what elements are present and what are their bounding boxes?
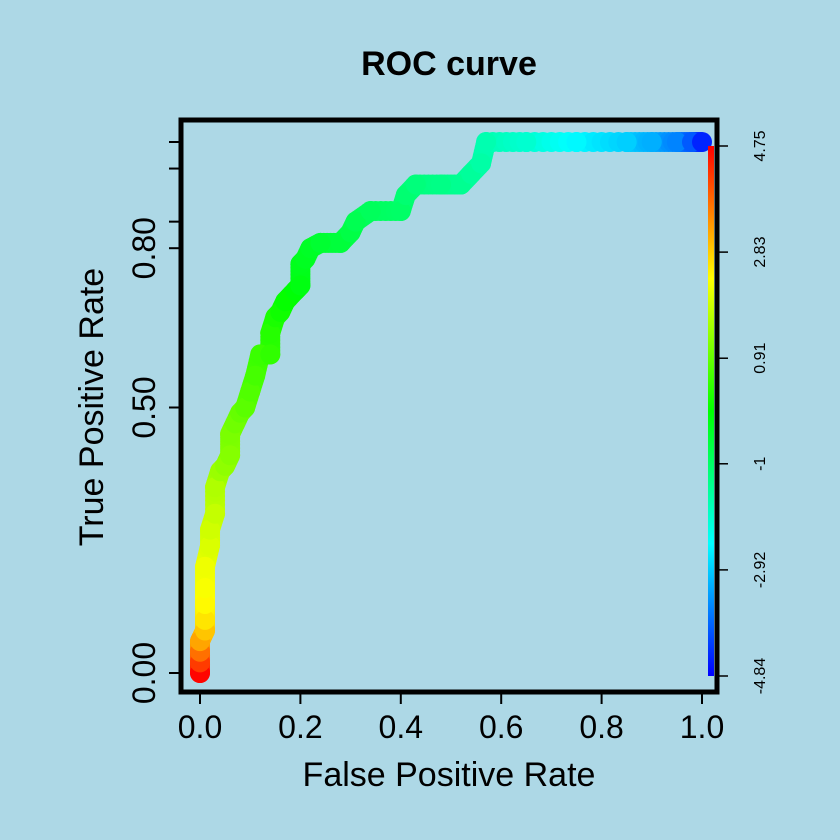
- x-tick-label: 0.4: [379, 709, 423, 745]
- colorbar: 4.75 2.83 0.91 -1 -2.92 -4.84: [708, 130, 769, 694]
- roc-point-24: [260, 323, 281, 344]
- roc-point-37: [360, 201, 381, 222]
- roc-point-38: [390, 201, 411, 222]
- chart-title: ROC curve: [361, 45, 537, 83]
- roc-point-40: [405, 174, 426, 195]
- x-axis: 0.0 0.2 0.4 0.6 0.8 1.0: [178, 692, 724, 745]
- x-tick-label: 0.0: [178, 709, 222, 745]
- roc-point-46: [516, 132, 537, 152]
- y-axis-label: True Positive Rate: [73, 268, 111, 546]
- roc-point-5: [195, 609, 216, 630]
- roc-point-48: [616, 132, 637, 152]
- colorbar-tick-label: -2.92: [752, 552, 769, 589]
- x-tick-label: 0.8: [579, 709, 623, 745]
- roc-point-23: [260, 344, 281, 365]
- roc-point-11: [205, 503, 226, 524]
- roc-point-8: [195, 556, 216, 577]
- roc-point-36: [345, 211, 366, 232]
- y-tick-label: 0.00: [126, 642, 162, 704]
- roc-point-6: [195, 593, 216, 614]
- roc-point-41: [430, 174, 451, 195]
- plot-frame: [178, 117, 720, 695]
- roc-curve: [190, 132, 712, 683]
- colorbar-tick-label: 2.83: [752, 236, 769, 267]
- roc-point-52: [692, 132, 712, 152]
- roc-point-45: [476, 132, 497, 152]
- colorbar-tick-label: -4.84: [752, 658, 769, 695]
- roc-point-10: [200, 519, 221, 540]
- roc-point-29: [290, 275, 311, 296]
- y-tick-label: 0.50: [126, 376, 162, 438]
- roc-point-49: [641, 132, 662, 152]
- colorbar-gradient: [708, 146, 714, 676]
- colorbar-tick-label: -1: [752, 457, 769, 471]
- x-tick-label: 0.6: [479, 709, 523, 745]
- roc-point-44: [471, 153, 492, 174]
- colorbar-tick-label: 0.91: [752, 343, 769, 374]
- x-tick-label: 1.0: [680, 709, 724, 745]
- x-tick-label: 0.2: [278, 709, 322, 745]
- roc-point-47: [566, 132, 587, 152]
- colorbar-tick-label: 4.75: [752, 130, 769, 161]
- roc-point-33: [310, 232, 331, 253]
- roc-point-7: [195, 578, 216, 599]
- roc-point-19: [235, 397, 256, 418]
- x-axis-label: False Positive Rate: [303, 756, 596, 794]
- roc-point-12: [205, 477, 226, 498]
- roc-point-20: [240, 381, 261, 402]
- roc-point-9: [200, 535, 221, 556]
- roc-point-15: [220, 445, 241, 466]
- y-tick-label: 0.80: [126, 217, 162, 279]
- roc-point-50: [666, 132, 687, 152]
- roc-point-21: [245, 365, 266, 386]
